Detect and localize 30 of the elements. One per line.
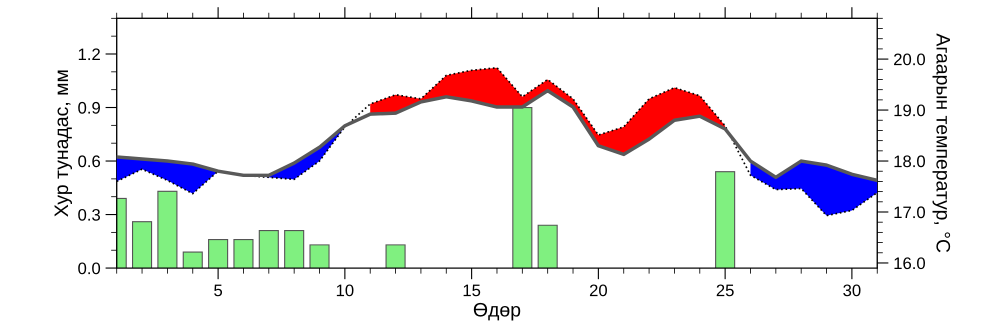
bar bbox=[538, 224, 558, 268]
x-tick-label: 20 bbox=[590, 284, 607, 296]
bar bbox=[258, 230, 279, 268]
bar bbox=[132, 221, 152, 268]
y2-tick-label: 18.0 bbox=[894, 155, 925, 168]
bar bbox=[157, 190, 178, 268]
bar bbox=[386, 244, 406, 268]
y-tick-label: 1.2 bbox=[78, 48, 100, 60]
y-tick-label: 0.3 bbox=[78, 208, 100, 221]
y-tick-label: 0.9 bbox=[78, 102, 100, 114]
bar bbox=[715, 171, 736, 268]
bar bbox=[182, 251, 203, 268]
y-axis-title: Хур тунадас, мм bbox=[54, 70, 72, 217]
x-tick-label: 15 bbox=[464, 284, 480, 296]
bar bbox=[284, 230, 304, 268]
y-tick-label: 0.0 bbox=[78, 262, 100, 274]
y-tick-label: 0.6 bbox=[78, 155, 100, 168]
x-tick-label: 25 bbox=[716, 284, 734, 296]
bar bbox=[309, 244, 330, 268]
y2-axis-title: Агаарын температур, °C bbox=[932, 33, 950, 252]
y2-tick-label: 20.0 bbox=[894, 53, 925, 66]
x-tick-label: 5 bbox=[214, 284, 222, 296]
x-axis-title: Өдөр bbox=[474, 302, 520, 320]
y2-tick-label: 17.0 bbox=[894, 206, 925, 218]
bar bbox=[233, 238, 254, 268]
y2-tick-label: 19.0 bbox=[894, 104, 925, 116]
x-tick-label: 30 bbox=[843, 284, 861, 296]
y2-tick-label: 16.0 bbox=[894, 257, 925, 270]
bar bbox=[208, 238, 228, 268]
x-tick-label: 10 bbox=[336, 284, 354, 296]
